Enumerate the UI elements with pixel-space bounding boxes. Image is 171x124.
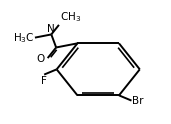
Text: O: O [37,54,45,64]
Text: Br: Br [132,96,144,106]
Text: N: N [47,24,55,34]
Text: F: F [41,76,47,86]
Text: H$_3$C: H$_3$C [12,31,34,45]
Text: CH$_3$: CH$_3$ [60,10,81,24]
